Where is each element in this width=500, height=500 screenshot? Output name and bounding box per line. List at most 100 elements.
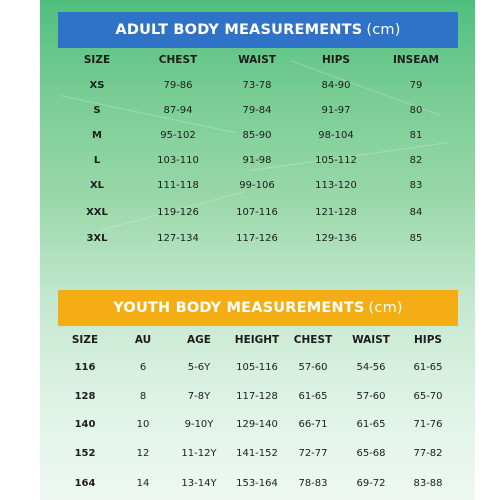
- table-cell: 91-97: [321, 105, 351, 116]
- table-cell: 65-70: [413, 391, 443, 402]
- table-cell: 141-152: [236, 448, 278, 459]
- table-cell: 127-134: [157, 233, 199, 244]
- size-label: 164: [74, 478, 96, 489]
- size-label: 152: [74, 448, 96, 459]
- size-label: S: [93, 105, 101, 116]
- youth-section-title: YOUTH BODY MEASUREMENTS (cm): [58, 290, 458, 326]
- column-header-waist: WAIST: [238, 54, 276, 66]
- table-cell: 71-76: [413, 419, 443, 430]
- table-cell: 13-14Y: [181, 478, 217, 489]
- size-label: 116: [74, 362, 96, 373]
- size-label: L: [93, 155, 101, 166]
- table-cell: 73-78: [242, 80, 272, 91]
- table-cell: 81: [409, 130, 423, 141]
- table-cell: 57-60: [298, 362, 328, 373]
- table-cell: 54-56: [356, 362, 386, 373]
- table-cell: 9-10Y: [184, 419, 214, 430]
- table-cell: 66-71: [298, 419, 328, 430]
- table-cell: 119-126: [157, 207, 199, 218]
- table-cell: 11-12Y: [181, 448, 217, 459]
- table-cell: 12: [136, 448, 150, 459]
- table-row: 152 12 11-12Y 141-152 72-77 65-68 77-82: [40, 444, 475, 464]
- table-cell: 7-8Y: [187, 391, 211, 402]
- column-header-inseam: INSEAM: [392, 54, 439, 66]
- column-header-height: HEIGHT: [234, 334, 280, 346]
- table-cell: 113-120: [315, 180, 357, 191]
- adult-title-text: ADULT BODY MEASUREMENTS: [115, 22, 363, 38]
- size-label: 128: [74, 391, 96, 402]
- table-cell: 77-82: [413, 448, 443, 459]
- table-cell: 69-72: [356, 478, 386, 489]
- table-cell: 105-116: [236, 362, 278, 373]
- size-chart: ADULT BODY MEASUREMENTS (cm) SIZE CHEST WA…: [40, 0, 475, 500]
- table-cell: 72-77: [298, 448, 328, 459]
- table-cell: 129-140: [236, 419, 278, 430]
- column-header-hips: HIPS: [322, 54, 350, 66]
- size-label: XS: [89, 80, 105, 91]
- table-cell: 85: [409, 233, 423, 244]
- size-label: M: [92, 130, 102, 141]
- table-cell: 91-98: [242, 155, 272, 166]
- table-cell: 79-84: [242, 105, 272, 116]
- size-label: XL: [89, 180, 105, 191]
- table-row: M 95-102 85-90 98-104 81: [40, 126, 475, 146]
- table-cell: 84-90: [321, 80, 351, 91]
- table-row: 128 8 7-8Y 117-128 61-65 57-60 65-70: [40, 387, 475, 407]
- table-row: XS 79-86 73-78 84-90 79: [40, 76, 475, 96]
- table-cell: 6: [139, 362, 147, 373]
- table-cell: 14: [136, 478, 150, 489]
- table-cell: 61-65: [356, 419, 386, 430]
- table-cell: 8: [139, 391, 147, 402]
- table-row: XXL 119-126 107-116 121-128 84: [40, 203, 475, 223]
- size-label: 3XL: [86, 233, 108, 244]
- table-row: 3XL 127-134 117-126 129-136 85: [40, 229, 475, 249]
- table-cell: 153-164: [236, 478, 278, 489]
- table-row: 140 10 9-10Y 129-140 66-71 61-65 71-76: [40, 415, 475, 435]
- table-cell: 80: [409, 105, 423, 116]
- adult-section-title: ADULT BODY MEASUREMENTS (cm): [58, 12, 458, 48]
- column-header-size: SIZE: [71, 334, 99, 346]
- table-row: 164 14 13-14Y 153-164 78-83 69-72 83-88: [40, 474, 475, 494]
- table-cell: 99-106: [239, 180, 275, 191]
- table-cell: 83-88: [413, 478, 443, 489]
- table-cell: 82: [409, 155, 423, 166]
- column-header-chest: CHEST: [158, 54, 198, 66]
- column-header-size: SIZE: [83, 54, 111, 66]
- table-cell: 103-110: [157, 155, 199, 166]
- table-cell: 117-126: [236, 233, 278, 244]
- size-label: XXL: [86, 207, 108, 218]
- table-cell: 85-90: [242, 130, 272, 141]
- table-cell: 79-86: [163, 80, 193, 91]
- column-header-hips: HIPS: [414, 334, 442, 346]
- adult-header-row: SIZE CHEST WAIST HIPS INSEAM: [40, 50, 475, 70]
- table-row: 116 6 5-6Y 105-116 57-60 54-56 61-65: [40, 358, 475, 378]
- table-cell: 61-65: [298, 391, 328, 402]
- table-cell: 83: [409, 180, 423, 191]
- youth-header-row: SIZE AU AGE HEIGHT CHEST WAIST HIPS: [40, 330, 475, 350]
- table-cell: 121-128: [315, 207, 357, 218]
- table-row: XL 111-118 99-106 113-120 83: [40, 176, 475, 196]
- table-cell: 65-68: [356, 448, 386, 459]
- table-cell: 84: [409, 207, 423, 218]
- table-cell: 98-104: [318, 130, 354, 141]
- table-row: L 103-110 91-98 105-112 82: [40, 151, 475, 171]
- column-header-waist: WAIST: [352, 334, 390, 346]
- adult-title-unit: (cm): [366, 22, 401, 38]
- table-cell: 111-118: [157, 180, 199, 191]
- table-cell: 61-65: [413, 362, 443, 373]
- table-cell: 57-60: [356, 391, 386, 402]
- table-cell: 105-112: [315, 155, 357, 166]
- table-cell: 79: [409, 80, 423, 91]
- table-cell: 129-136: [315, 233, 357, 244]
- table-cell: 78-83: [298, 478, 328, 489]
- table-cell: 5-6Y: [187, 362, 211, 373]
- table-cell: 117-128: [236, 391, 278, 402]
- column-header-au: AU: [134, 334, 152, 346]
- table-cell: 10: [136, 419, 150, 430]
- table-cell: 87-94: [163, 105, 193, 116]
- table-cell: 95-102: [160, 130, 196, 141]
- column-header-chest: CHEST: [293, 334, 333, 346]
- table-row: S 87-94 79-84 91-97 80: [40, 101, 475, 121]
- table-cell: 107-116: [236, 207, 278, 218]
- youth-title-unit: (cm): [368, 300, 403, 316]
